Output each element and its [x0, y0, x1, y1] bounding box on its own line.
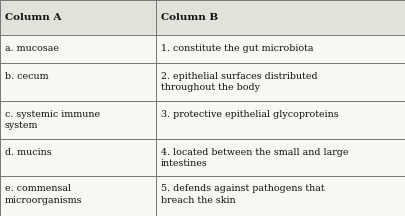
Text: 1. constitute the gut microbiota: 1. constitute the gut microbiota	[161, 44, 313, 53]
Bar	[0, 35, 156, 63]
Bar	[156, 176, 405, 216]
Bar	[0, 139, 156, 176]
Bar	[0, 63, 156, 101]
Text: Column A: Column A	[5, 13, 61, 22]
Bar	[0, 176, 156, 216]
Bar	[156, 35, 405, 63]
Bar	[156, 63, 405, 101]
Text: 5. defends against pathogens that
breach the skin: 5. defends against pathogens that breach…	[161, 184, 324, 205]
Bar	[156, 101, 405, 139]
Text: 3. protective epithelial glycoproteins: 3. protective epithelial glycoproteins	[161, 110, 338, 119]
Bar	[156, 0, 405, 35]
Text: Column B: Column B	[161, 13, 218, 22]
Text: d. mucins: d. mucins	[5, 148, 51, 157]
Text: a. mucosae: a. mucosae	[5, 44, 59, 53]
Bar	[0, 0, 156, 35]
Text: 2. epithelial surfaces distributed
throughout the body: 2. epithelial surfaces distributed throu…	[161, 72, 317, 92]
Bar	[0, 101, 156, 139]
Text: b. cecum: b. cecum	[5, 72, 48, 81]
Text: 4. located between the small and large
intestines: 4. located between the small and large i…	[161, 148, 348, 168]
Bar	[156, 139, 405, 176]
Text: e. commensal
microorganisms: e. commensal microorganisms	[5, 184, 82, 205]
Text: c. systemic immune
system: c. systemic immune system	[5, 110, 100, 130]
